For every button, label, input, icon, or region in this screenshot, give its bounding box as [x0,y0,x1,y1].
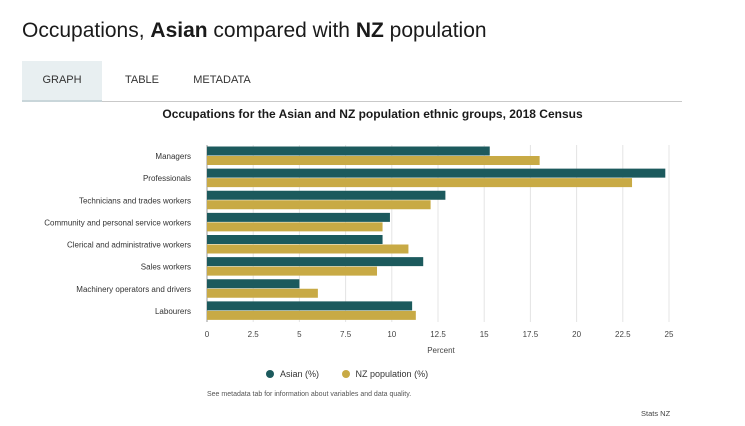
x-tick-label: 10 [387,330,396,339]
bar-asian [207,279,300,289]
legend-marker-nz-population [341,370,350,378]
tab-graph[interactable]: GRAPH [22,61,102,102]
x-tick-label: 2.5 [248,330,260,339]
bar-nz-population [207,288,318,298]
bar-nz-population [207,222,383,232]
category-label: Labourers [155,307,191,316]
legend-item-asian[interactable]: Asian (%) [266,369,319,379]
category-label: Professionals [143,174,191,183]
x-tick-label: 25 [665,330,674,339]
title-part-2: Asian [150,19,208,42]
bar-asian [207,190,446,200]
x-tick-label: 0 [205,330,210,339]
category-label: Technicians and trades workers [79,196,191,205]
x-axis-label: Percent [427,346,455,355]
x-tick-label: 22.5 [615,330,631,339]
title-part-1: Occupations, [22,19,151,42]
category-label: Machinery operators and drivers [76,285,191,294]
page-title: Occupations, Asian compared with NZ popu… [22,19,487,43]
bar-nz-population [207,244,409,254]
legend-label-nz-population: NZ population (%) [355,369,429,379]
bar-asian [207,235,383,244]
x-tick-label: 7.5 [340,330,352,339]
bar-asian [207,257,424,267]
legend-label-asian: Asian (%) [280,369,320,379]
x-tick-label: 17.5 [523,330,539,339]
x-tick-label: 20 [572,330,581,339]
bar-nz-population [207,156,540,165]
tab-table[interactable]: TABLE [124,74,160,86]
category-label: Managers [155,152,191,161]
x-tick-label: 5 [297,330,302,339]
bar-nz-population [207,310,416,320]
bar-nz-population [207,178,633,188]
title-part-3: compared with [207,19,356,42]
bar-asian [207,146,490,156]
category-label: Clerical and administrative workers [67,241,191,250]
bar-nz-population [207,266,378,276]
bar-asian [207,168,666,178]
x-tick-label: 15 [480,330,489,339]
title-part-4: NZ [355,19,384,42]
chart-legend: Asian (%) NZ population (%) [266,369,448,379]
tab-metadata[interactable]: METADATA [193,74,251,86]
tab-bar: GRAPH TABLE METADATA [22,61,682,102]
source-credit: Stats NZ [641,409,671,418]
metadata-note: See metadata tab for information about v… [207,391,412,398]
category-label: Community and personal service workers [44,218,191,227]
legend-item-nz-population[interactable]: NZ population (%) [341,369,429,379]
category-label: Sales workers [141,263,191,272]
legend-marker-asian [266,370,274,378]
bar-asian [207,301,413,311]
title-part-5: population [383,19,487,42]
bar-asian [207,212,390,222]
bar-nz-population [207,200,431,210]
x-tick-label: 12.5 [430,330,446,339]
chart-title: Occupations for the Asian and NZ populat… [162,107,583,121]
